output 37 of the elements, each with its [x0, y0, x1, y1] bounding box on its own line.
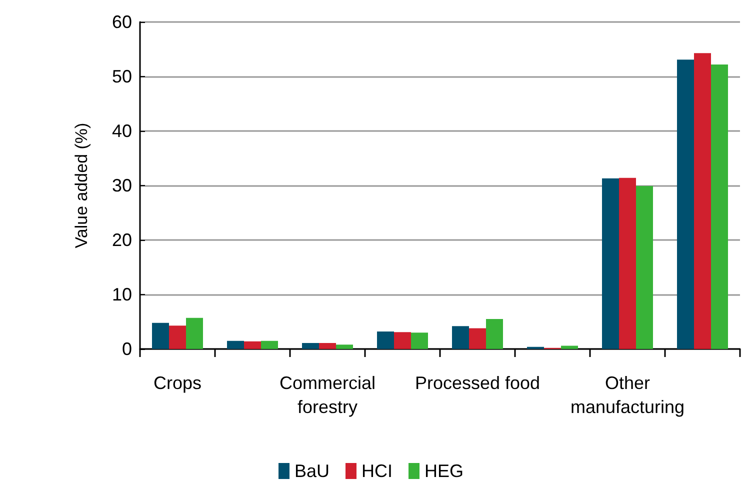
- bar: [227, 340, 244, 349]
- bar: [636, 186, 653, 349]
- bar: [336, 344, 353, 349]
- bar: [319, 343, 336, 349]
- bar: [261, 340, 278, 349]
- bar: [452, 326, 469, 349]
- bar: [186, 318, 203, 349]
- bar: [711, 64, 728, 349]
- x-tick-label: Processed food: [414, 373, 540, 393]
- bar: [169, 326, 186, 349]
- bar: [394, 332, 411, 349]
- legend-label: HCI: [362, 461, 393, 481]
- bar: [411, 332, 428, 349]
- y-tick-label: 20: [112, 230, 132, 250]
- bar: [244, 341, 261, 349]
- bar: [602, 178, 619, 349]
- bar: [677, 60, 694, 349]
- x-tick-label: Crops: [153, 373, 202, 393]
- y-tick-label: 10: [112, 284, 132, 304]
- legend-label: BaU: [294, 461, 330, 481]
- y-tick-label: 40: [112, 121, 132, 141]
- bar: [619, 178, 636, 349]
- x-tick-label: Commercial forestry: [279, 373, 376, 417]
- bar: [469, 328, 486, 349]
- x-tick-label: Other manufacturing: [570, 373, 685, 417]
- bar: [694, 53, 711, 349]
- bar: [302, 343, 319, 349]
- bar: [486, 319, 503, 349]
- legend-label: HEG: [424, 461, 464, 481]
- y-tick-label: 0: [122, 339, 132, 359]
- y-axis-title: Value added (%): [72, 122, 91, 248]
- bar: [561, 346, 578, 349]
- bar: [377, 332, 394, 349]
- y-tick-label: 60: [112, 12, 132, 32]
- bar: [152, 322, 169, 349]
- y-tick-label: 50: [112, 66, 132, 86]
- y-tick-label: 30: [112, 176, 132, 196]
